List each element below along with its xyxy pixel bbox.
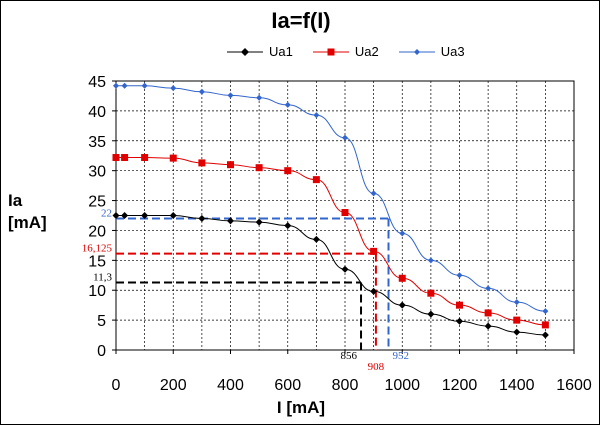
data-point-ua2 [284, 167, 292, 175]
data-point-ua1 [255, 218, 263, 226]
legend-label-ua2: Ua2 [354, 44, 379, 59]
x-tick-label: 800 [332, 377, 359, 394]
data-point-ua2 [121, 154, 129, 162]
data-point-ua1 [484, 322, 492, 330]
data-point-ua1 [456, 317, 463, 325]
y-tick-label: 15 [88, 253, 106, 270]
annotation-y-label-ua3: 22 [101, 207, 112, 219]
data-point-ua3 [284, 101, 291, 108]
y-axis-label-line2: [mA] [8, 213, 47, 232]
data-point-ua2 [341, 209, 349, 217]
annotation-x-label-ua1: 856 [341, 350, 358, 362]
data-point-ua3 [542, 308, 549, 315]
data-point-ua1 [370, 287, 378, 295]
x-tick-label: 1600 [556, 377, 592, 394]
data-point-ua1 [121, 212, 129, 219]
data-point-ua1 [198, 214, 206, 222]
data-point-ua1 [141, 212, 149, 219]
y-tick-label: 25 [88, 194, 106, 211]
data-point-ua1 [112, 212, 120, 219]
y-tick-label: 30 [88, 164, 106, 181]
data-point-ua2 [456, 301, 463, 309]
y-tick-label: 5 [97, 313, 106, 330]
legend-label-ua3: Ua3 [440, 44, 465, 59]
data-point-ua1 [341, 265, 349, 273]
data-point-ua3 [513, 299, 520, 306]
x-tick-label: 0 [112, 377, 121, 394]
x-tick-label: 200 [160, 377, 187, 394]
data-point-ua3 [141, 82, 148, 89]
y-axis-label: Ia [mA] [8, 190, 47, 234]
y-tick-label: 40 [88, 104, 106, 121]
data-point-ua2 [169, 154, 177, 162]
annotation-x-label-ua2: 908 [368, 361, 385, 373]
legend-label-ua1: Ua1 [269, 44, 293, 59]
data-point-ua1 [513, 328, 521, 336]
data-point-ua3 [399, 230, 406, 237]
x-tick-label: 400 [217, 377, 244, 394]
data-point-ua2 [370, 247, 378, 255]
data-point-ua1 [227, 217, 234, 225]
data-point-ua1 [541, 331, 549, 339]
legend-item-ua3: Ua3 [397, 44, 465, 59]
annotation-y-label-ua2: 16,125 [82, 243, 113, 255]
data-point-ua3 [456, 272, 463, 279]
x-tick-label: 1200 [442, 377, 478, 394]
x-tick-label: 1400 [499, 377, 535, 394]
data-point-ua1 [398, 301, 406, 309]
data-point-ua3 [370, 190, 377, 197]
data-point-ua2 [541, 321, 549, 329]
y-axis-label-line1: Ia [8, 191, 23, 210]
annotation-y-label-ua1: 11,3 [93, 271, 112, 283]
legend-item-ua2: Ua2 [311, 44, 379, 59]
data-point-ua1 [427, 310, 435, 318]
data-point-ua2 [513, 316, 521, 324]
data-point-ua2 [255, 164, 263, 172]
y-tick-label: 0 [97, 343, 106, 360]
data-point-ua3 [313, 112, 320, 119]
chart-title: Ia=f(I) [271, 8, 331, 33]
data-point-ua3 [170, 85, 177, 92]
series-line-ua3 [116, 85, 546, 312]
data-point-ua2 [198, 159, 206, 167]
data-point-ua3 [113, 82, 119, 89]
data-point-ua3 [256, 94, 263, 101]
data-point-ua2 [141, 154, 149, 162]
y-tick-label: 20 [88, 223, 106, 240]
data-point-ua2 [227, 161, 234, 169]
data-point-ua2 [312, 176, 320, 184]
data-point-ua2 [484, 309, 492, 317]
data-point-ua1 [284, 222, 292, 230]
x-tick-label: 1000 [384, 377, 420, 394]
data-point-ua3 [485, 285, 492, 292]
y-tick-label: 35 [88, 134, 106, 151]
y-tick-label: 45 [88, 74, 106, 91]
x-axis-label: I [mA] [276, 398, 326, 417]
legend-marker-ua1 [227, 47, 263, 56]
data-point-ua1 [169, 212, 177, 219]
x-tick-label: 600 [274, 377, 301, 394]
data-point-ua3 [427, 257, 434, 264]
data-point-ua3 [198, 88, 205, 95]
series-line-ua1 [116, 215, 546, 336]
data-point-ua3 [227, 92, 234, 99]
data-point-ua3 [342, 134, 348, 141]
data-point-ua2 [398, 274, 406, 282]
data-point-ua3 [121, 82, 128, 89]
data-point-ua2 [427, 289, 435, 297]
annotation-x-label-ua3: 952 [393, 350, 410, 362]
legend-marker-ua2 [312, 48, 349, 55]
series-line-ua2 [116, 157, 546, 326]
legend: Ua1 Ua2 Ua3 [225, 44, 465, 59]
data-point-ua1 [312, 235, 320, 243]
legend-marker-ua3 [398, 48, 435, 55]
legend-item-ua1: Ua1 [225, 44, 293, 59]
data-point-ua2 [112, 154, 120, 162]
y-tick-label: 10 [88, 283, 106, 300]
